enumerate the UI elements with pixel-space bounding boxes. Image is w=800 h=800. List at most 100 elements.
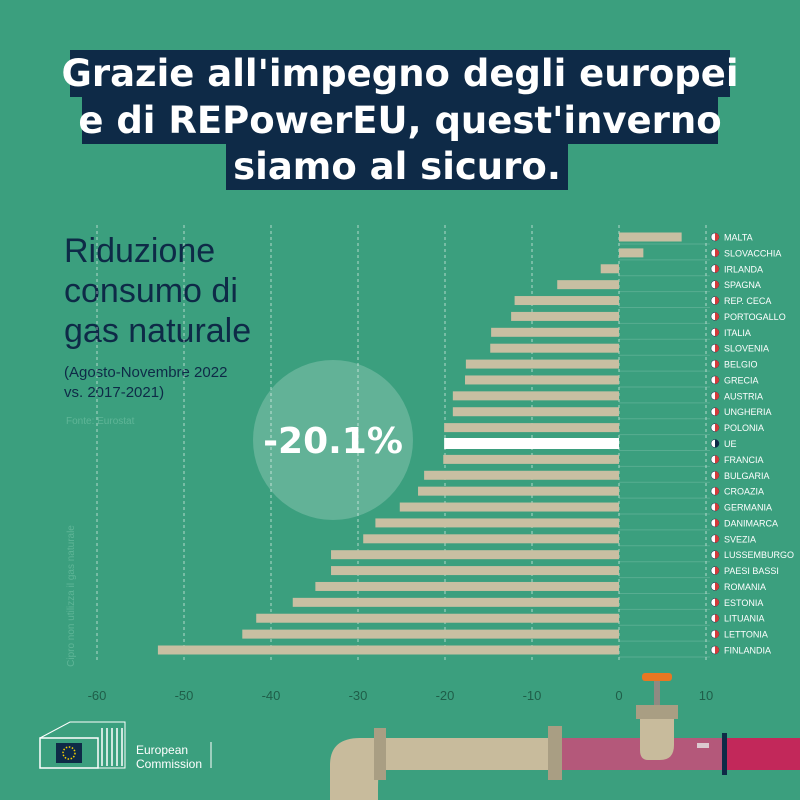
headline: siamo al sicuro. xyxy=(233,145,561,188)
category-label: POLONIA xyxy=(724,423,764,433)
category-label: UE xyxy=(724,439,737,449)
flag xyxy=(715,630,719,639)
bar xyxy=(619,232,682,242)
x-tick-label: -20 xyxy=(436,688,455,703)
bar xyxy=(490,343,619,353)
flag xyxy=(715,407,719,416)
headline: Grazie all'impegno degli europei xyxy=(61,52,738,95)
category-label: ITALIA xyxy=(724,328,751,338)
bar xyxy=(452,391,619,401)
category-label: ESTONIA xyxy=(724,598,763,608)
category-label: LUSSEMBURGO xyxy=(724,550,794,560)
logo-text: Commission xyxy=(136,757,202,771)
category-label: SLOVENIA xyxy=(724,344,769,354)
bar xyxy=(157,645,619,655)
category-label: FINLANDIA xyxy=(724,646,771,656)
bar xyxy=(465,375,619,385)
flag xyxy=(715,360,719,369)
bar xyxy=(424,470,619,480)
logo: European Commission xyxy=(39,721,212,771)
pipe xyxy=(330,673,800,800)
category-label: SVEZIA xyxy=(724,534,756,544)
x-tick-label: 10 xyxy=(699,688,713,703)
bar xyxy=(557,280,619,290)
bar xyxy=(242,629,620,639)
flag xyxy=(715,614,719,623)
x-tick-label: -40 xyxy=(262,688,281,703)
flag xyxy=(715,264,719,273)
flag xyxy=(715,312,719,321)
category-label: SLOVACCHIA xyxy=(724,248,781,258)
flag xyxy=(715,550,719,559)
plot: -60 -50 -40 -30 -20 -10 0 10 MALTA SLOVACCHIA IRLA… xyxy=(88,225,794,703)
category-label: REP. CECA xyxy=(724,296,771,306)
bar xyxy=(511,311,619,321)
flag xyxy=(715,344,719,353)
flag xyxy=(715,646,719,654)
flag xyxy=(715,534,719,543)
category-label: GRECIA xyxy=(724,375,759,385)
category-label: BELGIO xyxy=(724,360,758,370)
headline: e di REPowerEU, quest'inverno xyxy=(78,99,721,142)
flag xyxy=(715,328,719,337)
bar xyxy=(491,327,619,337)
category-label: PORTOGALLO xyxy=(724,312,786,322)
chart-title: Riduzione xyxy=(64,232,215,270)
bar xyxy=(514,296,619,306)
flag xyxy=(715,566,719,575)
bar xyxy=(444,423,619,433)
highlight-circle xyxy=(253,360,413,520)
category-label: PAESI BASSI xyxy=(724,566,779,576)
bar xyxy=(452,407,619,417)
x-tick-label: 0 xyxy=(615,688,622,703)
x-tick-label: -10 xyxy=(523,688,542,703)
logo-text: European xyxy=(136,743,188,757)
bar xyxy=(375,518,619,528)
value-label: -20.1% xyxy=(263,421,403,462)
flag xyxy=(715,248,719,257)
category-label: CROAZIA xyxy=(724,487,764,497)
bar xyxy=(619,248,644,258)
bar xyxy=(363,534,619,544)
category-label: UNGHERIA xyxy=(724,407,772,417)
flag xyxy=(715,518,719,527)
bar xyxy=(465,359,619,369)
bar xyxy=(315,581,619,591)
x-tick-label: -30 xyxy=(349,688,368,703)
subtitle: vs. 2017-2021) xyxy=(64,384,164,401)
flag xyxy=(715,487,719,496)
bar xyxy=(443,454,619,464)
category-label: ROMANIA xyxy=(724,582,766,592)
flag xyxy=(715,375,719,384)
category-label: BULGARIA xyxy=(724,471,770,481)
category-label: GERMANIA xyxy=(724,503,772,513)
category-label: SPAGNA xyxy=(724,280,761,290)
category-label: AUSTRIA xyxy=(724,391,763,401)
bar xyxy=(256,613,619,623)
flag xyxy=(715,582,719,591)
category-label: MALTA xyxy=(724,233,753,243)
flag xyxy=(715,503,719,512)
headline-box xyxy=(226,144,568,190)
flag xyxy=(715,280,719,289)
flag xyxy=(715,391,719,400)
subtitle: (Agosto-Novembre 2022 xyxy=(64,364,227,381)
flag xyxy=(715,471,719,480)
category-label: IRLANDA xyxy=(724,264,763,274)
bar xyxy=(292,597,619,607)
category-label: LITUANIA xyxy=(724,614,765,624)
category-label: FRANCIA xyxy=(724,455,764,465)
chart-title: gas naturale xyxy=(64,312,251,350)
x-tick-label: -60 xyxy=(88,688,107,703)
headline-box xyxy=(82,97,718,144)
bar xyxy=(331,566,619,576)
bar xyxy=(399,502,619,512)
flag xyxy=(715,233,719,241)
chart-title: consumo di xyxy=(64,272,238,310)
flag xyxy=(715,455,719,464)
x-tick-label: -50 xyxy=(175,688,194,703)
bar xyxy=(600,264,619,274)
source: Fonte: Eurostat xyxy=(66,416,135,427)
flag xyxy=(715,598,719,607)
